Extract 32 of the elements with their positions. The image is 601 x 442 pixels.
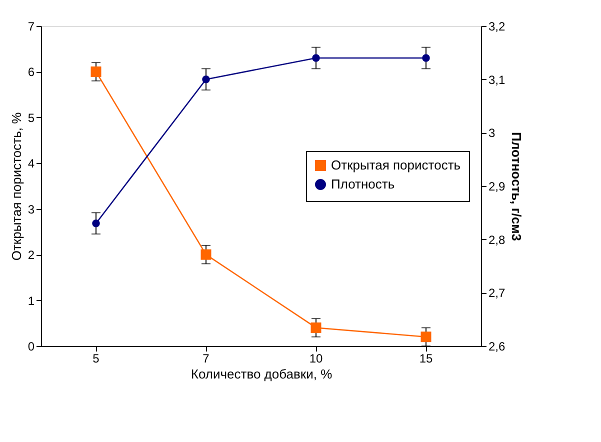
x-tick-label: 5 (92, 352, 100, 366)
y2-tick-label: 2,6 (488, 340, 506, 354)
y-tick-label: 0 (28, 340, 35, 354)
point (200, 249, 212, 260)
y-tick-label: 7 (28, 20, 35, 34)
y-tick-label: 5 (28, 110, 35, 125)
point (90, 66, 102, 77)
x-tick-label: 15 (419, 352, 433, 366)
legend-label: Плотность (331, 176, 395, 192)
y-tick-label: 3 (28, 202, 35, 216)
x-tick-label: 7 (202, 352, 210, 366)
y2-tick-label: 2,9 (488, 180, 506, 194)
y2-axis-title: Плотность, г/см3 (509, 132, 524, 241)
y2-tick-label: 2,8 (488, 232, 506, 247)
x-tick-label: 10 (309, 352, 323, 366)
y2-tick-label: 2,7 (488, 286, 506, 300)
y2-tick-label: 3 (488, 126, 496, 140)
y-axis-title: Открытая пористость, % (8, 112, 24, 261)
point (202, 75, 210, 84)
point (420, 332, 432, 342)
y-tick-label: 4 (28, 156, 35, 171)
y2-tick-label: 3,1 (488, 72, 506, 87)
point (422, 54, 430, 62)
x-axis-title: Количество добавки, % (190, 366, 333, 382)
y-tick-label: 2 (28, 248, 35, 262)
y2-tick-label: 3,2 (488, 20, 506, 34)
y-tick-label: 6 (28, 65, 35, 80)
point (310, 322, 322, 333)
point (92, 219, 100, 228)
y-tick-label: 1 (28, 294, 35, 308)
legend-label: Открытая пористость (331, 158, 461, 172)
point (312, 54, 320, 62)
